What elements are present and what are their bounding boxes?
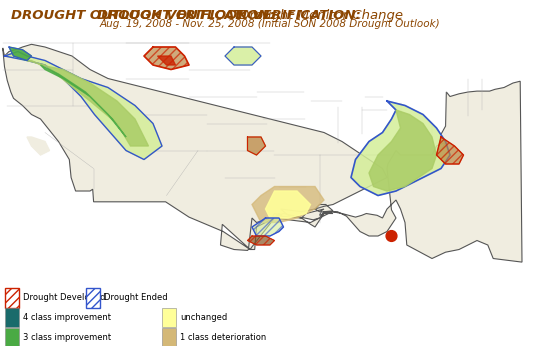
Text: 4 class improvement: 4 class improvement bbox=[23, 313, 111, 322]
Text: Drought Ended: Drought Ended bbox=[104, 293, 168, 302]
FancyBboxPatch shape bbox=[162, 308, 176, 327]
Polygon shape bbox=[369, 110, 436, 191]
Polygon shape bbox=[266, 191, 310, 218]
Polygon shape bbox=[247, 236, 274, 245]
Text: Aug. 19, 2008 - Nov. 25, 2008 (Initial SON 2008 Drought Outlook): Aug. 19, 2008 - Nov. 25, 2008 (Initial S… bbox=[100, 19, 440, 29]
Text: 3 class improvement: 3 class improvement bbox=[23, 333, 111, 342]
Circle shape bbox=[386, 231, 397, 242]
Polygon shape bbox=[3, 44, 522, 262]
Text: DROUGHT OUTLOOK VERIFICATION: Drought Monitor Change: DROUGHT OUTLOOK VERIFICATION: Drought Mo… bbox=[97, 9, 540, 22]
Polygon shape bbox=[144, 47, 189, 70]
Polygon shape bbox=[9, 47, 31, 61]
Text: Drought Monitor Change: Drought Monitor Change bbox=[235, 9, 403, 22]
Polygon shape bbox=[27, 137, 50, 155]
Text: DROUGHT OUTLOOK VERIFICATION:: DROUGHT OUTLOOK VERIFICATION: bbox=[97, 9, 361, 22]
FancyBboxPatch shape bbox=[5, 288, 19, 308]
Text: DROUGHT OUTLOOK VERIFICATION:: DROUGHT OUTLOOK VERIFICATION: bbox=[11, 9, 274, 22]
Polygon shape bbox=[351, 101, 450, 195]
Polygon shape bbox=[4, 52, 162, 160]
Polygon shape bbox=[225, 47, 261, 65]
Text: 1 class deterioration: 1 class deterioration bbox=[180, 333, 266, 342]
Text: unchanged: unchanged bbox=[180, 313, 227, 322]
Polygon shape bbox=[252, 218, 284, 236]
FancyBboxPatch shape bbox=[162, 328, 176, 346]
Polygon shape bbox=[27, 61, 148, 146]
Text: Drought Developed: Drought Developed bbox=[23, 293, 106, 302]
FancyBboxPatch shape bbox=[5, 328, 19, 346]
Polygon shape bbox=[40, 65, 126, 137]
Polygon shape bbox=[252, 186, 324, 222]
FancyBboxPatch shape bbox=[86, 288, 100, 308]
Polygon shape bbox=[158, 56, 176, 65]
Polygon shape bbox=[436, 137, 463, 164]
FancyBboxPatch shape bbox=[5, 308, 19, 327]
Polygon shape bbox=[247, 137, 266, 155]
